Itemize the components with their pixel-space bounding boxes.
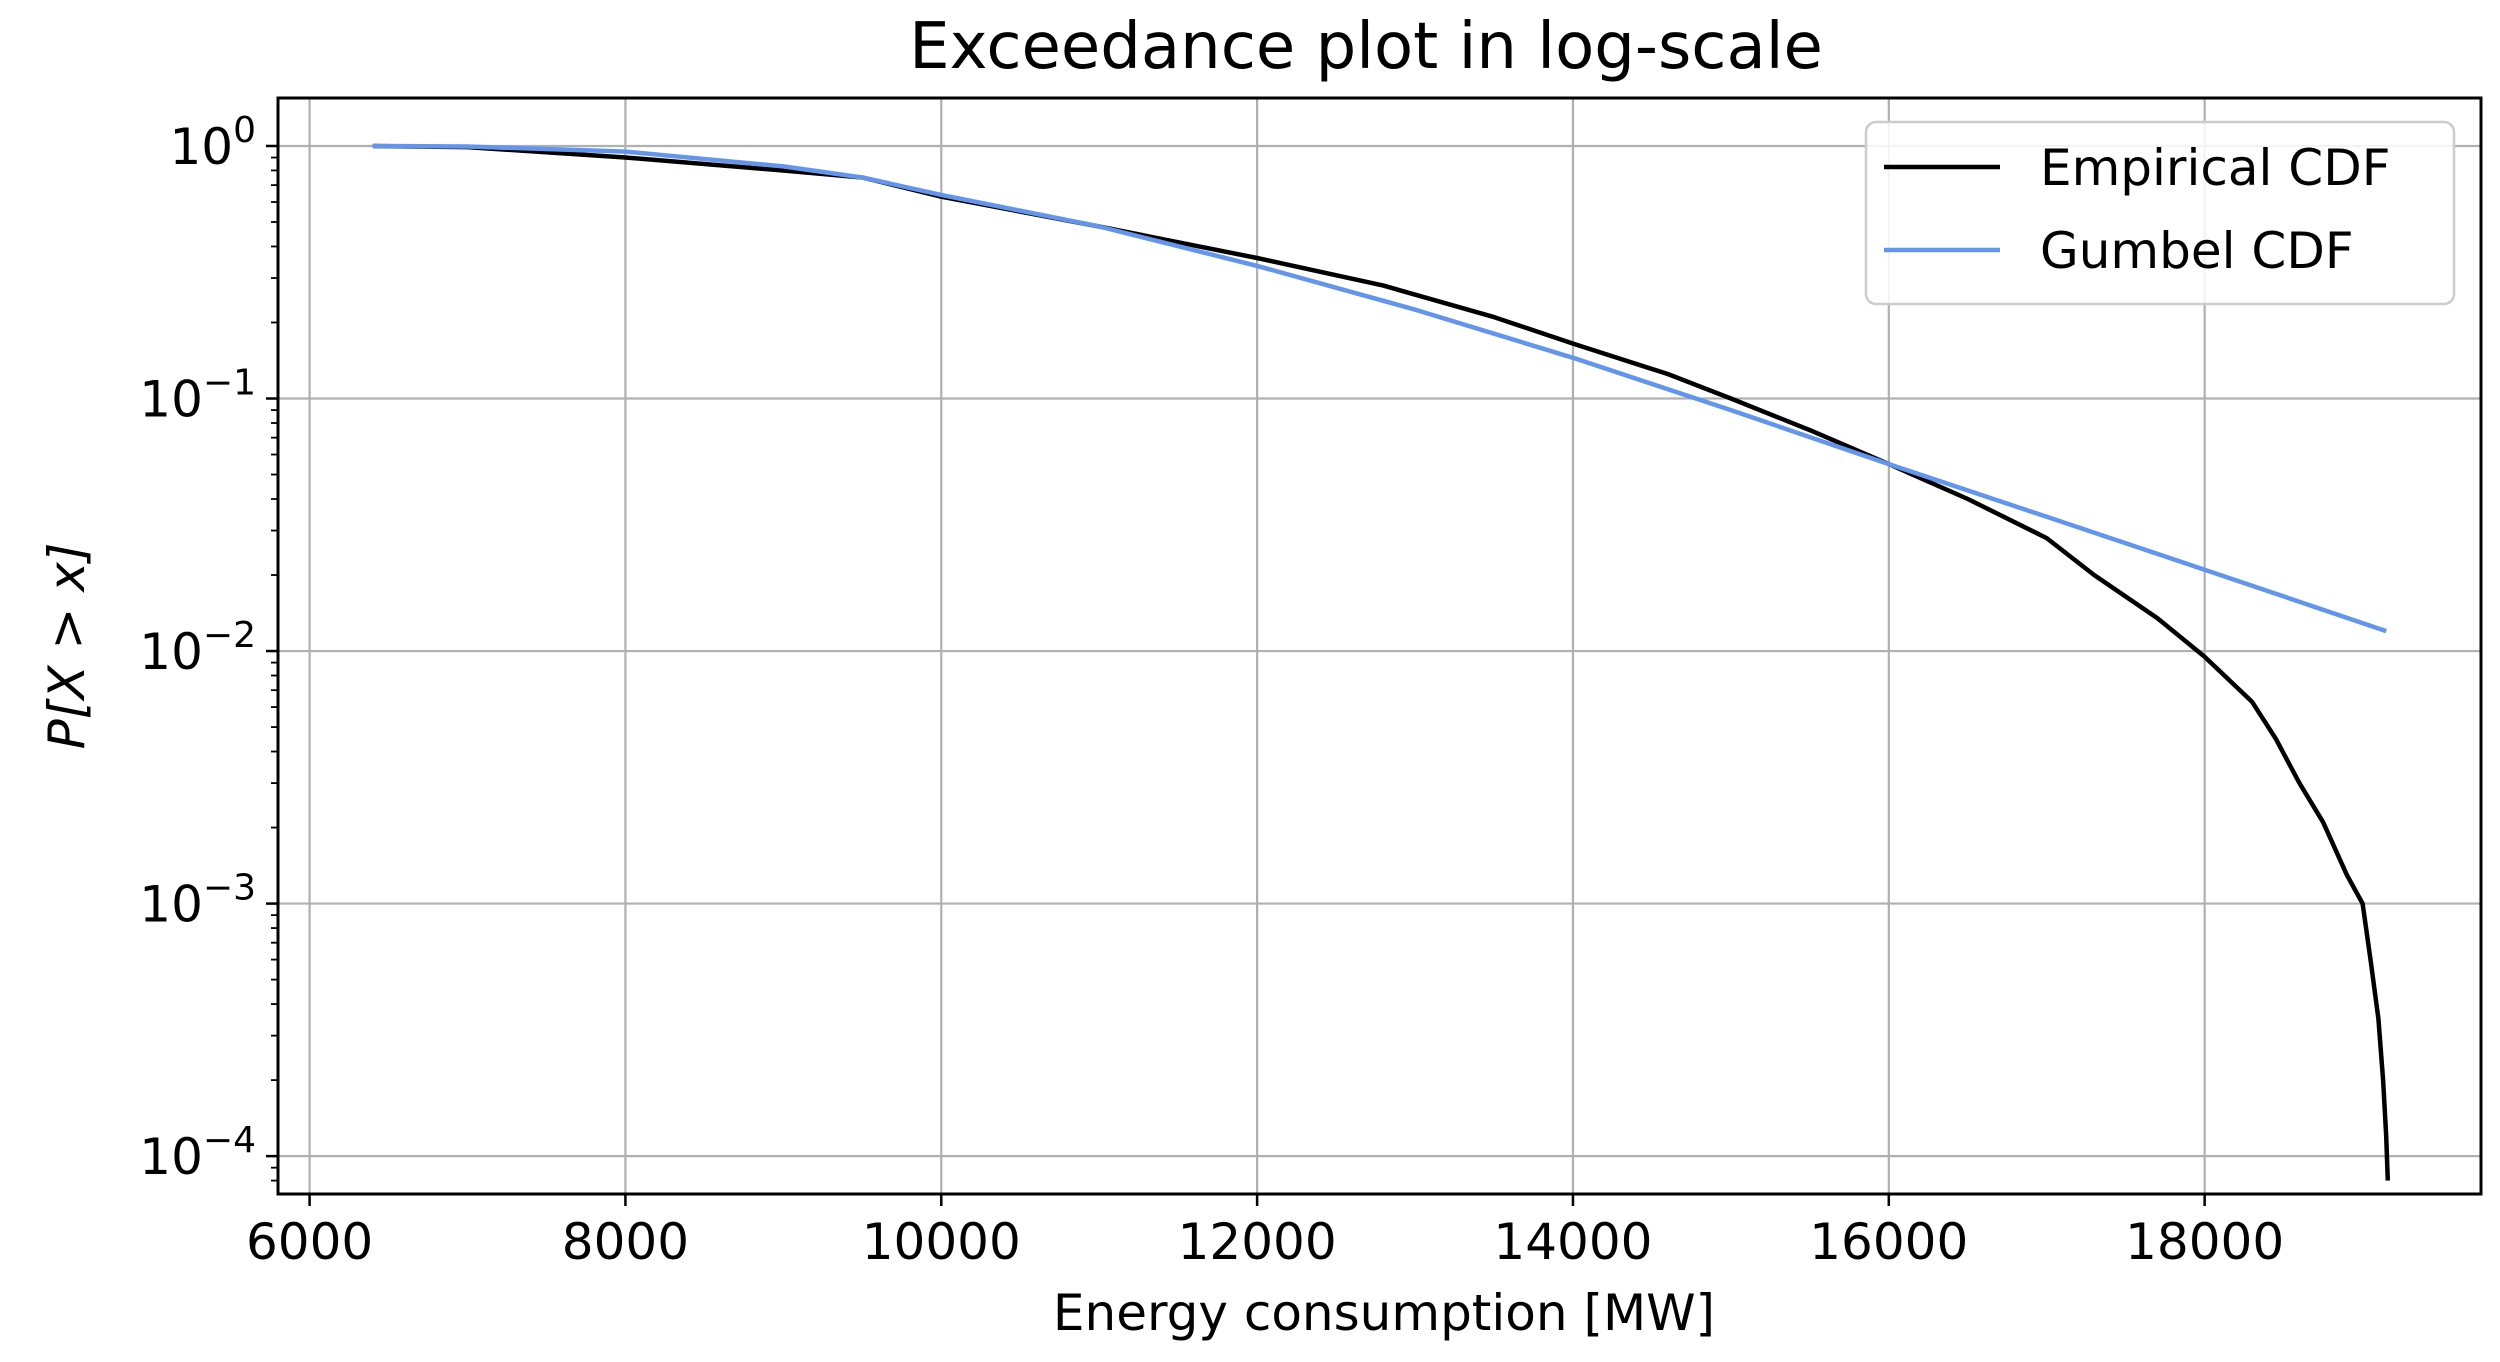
x-axis-label: Energy consumption [MW] [1053, 1284, 1715, 1342]
axis-ticks: 6000 8000 10000 12000 14000 16000 18000 100 10−1… [139, 110, 2284, 1271]
legend-label-gumbel: Gumbel CDF [2040, 222, 2354, 280]
x-tick-label: 14000 [1493, 1213, 1652, 1271]
chart-title: Exceedance plot in log-scale [909, 10, 1823, 84]
y-axis-label: P[X > x] [38, 543, 96, 750]
y-tick-label: 10−2 [139, 615, 256, 681]
x-tick-label: 18000 [2125, 1213, 2284, 1271]
y-tick-label: 10−3 [139, 868, 256, 934]
y-tick-label: 10−4 [139, 1120, 256, 1186]
x-tick-label: 10000 [862, 1213, 1021, 1271]
y-tick-label: 100 [169, 110, 256, 176]
x-tick-label: 8000 [562, 1213, 689, 1271]
plot-frame [276, 96, 2483, 1196]
y-tick-label: 10−1 [139, 363, 256, 429]
legend-box [1864, 120, 2456, 306]
legend-label-empirical: Empirical CDF [2040, 139, 2390, 197]
gumbel-cdf-line [372, 143, 2387, 634]
legend: Empirical CDF Gumbel CDF [1864, 120, 2456, 306]
x-tick-label: 6000 [246, 1213, 373, 1271]
x-tick-label: 16000 [1809, 1213, 1968, 1271]
x-tick-label: 12000 [1178, 1213, 1337, 1271]
series-layer [372, 143, 2391, 1181]
